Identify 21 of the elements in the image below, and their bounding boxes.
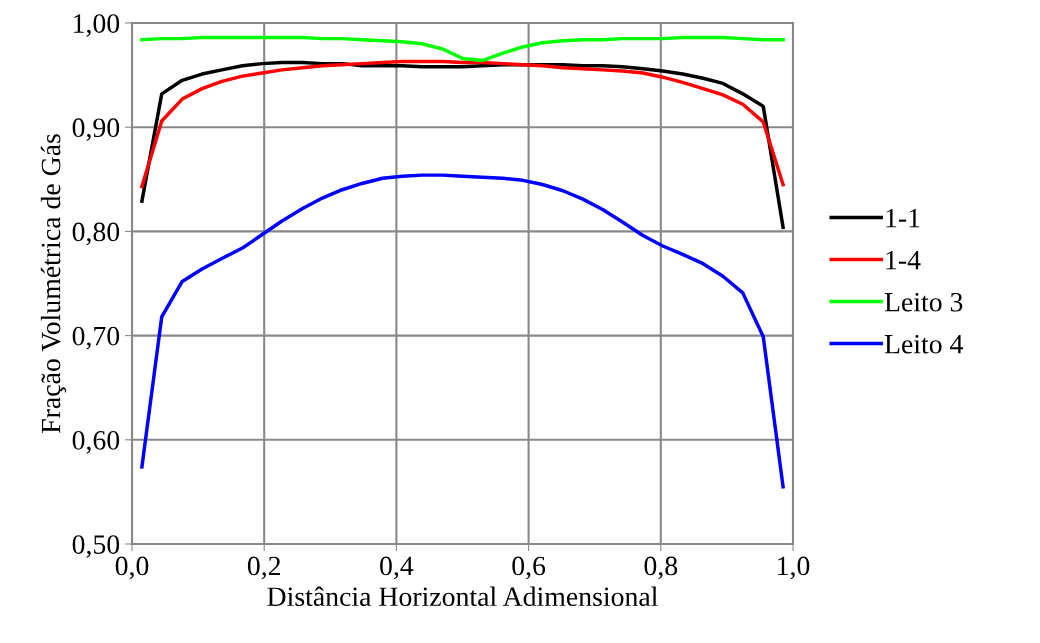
y-tick-label: 0,60 [72, 430, 120, 454]
legend-label: 1-1 [886, 208, 920, 228]
x-tick-label: 1,0 [778, 556, 810, 580]
y-tick-label: 0,90 [72, 118, 120, 142]
legend-label: Leito 3 [884, 292, 963, 312]
legend-label: 1-4 [886, 250, 921, 270]
line-series [140, 59, 785, 189]
y-tick-label: 0,70 [72, 326, 120, 350]
x-tick-label: 0,6 [512, 556, 546, 580]
y-axis-title: Fração Volumétrica de Gás [40, 134, 67, 434]
x-axis-title: Distância Horizontal Adimensional [267, 586, 658, 607]
x-tick-label: 0,2 [247, 556, 281, 580]
y-tick-label: 0,80 [72, 222, 120, 246]
y-tick-label: 1,00 [74, 14, 120, 37]
x-tick-label: 0,8 [644, 556, 678, 580]
line-series [140, 173, 785, 489]
y-tick-label: 0,50 [72, 535, 120, 558]
line-series [140, 35, 785, 63]
legend-label: Leito 4 [884, 334, 964, 354]
x-tick-label: 0,0 [115, 556, 149, 580]
x-tick-label: 0,4 [380, 556, 414, 580]
